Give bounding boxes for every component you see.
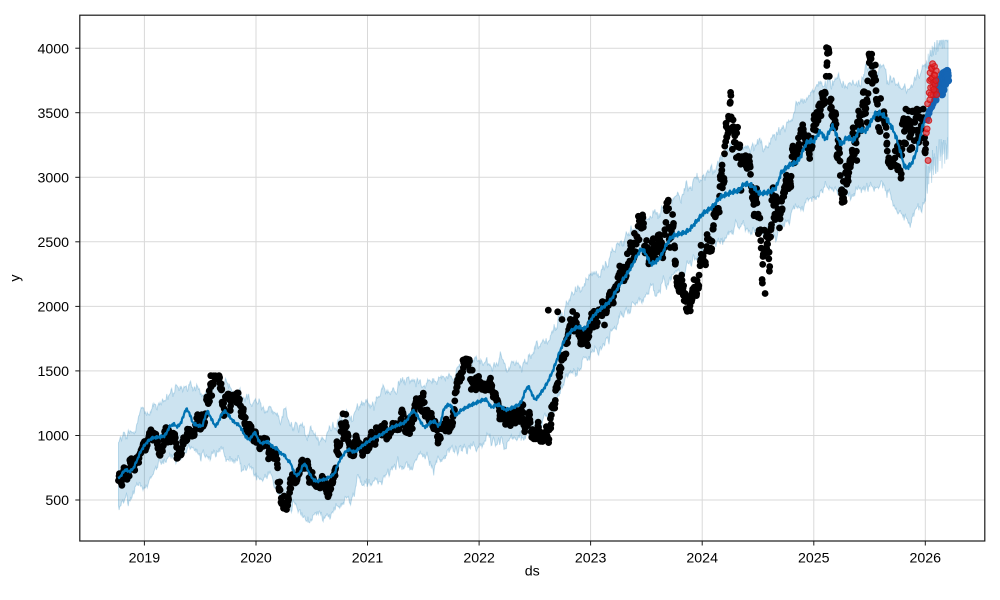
svg-text:ds: ds	[525, 564, 540, 580]
svg-text:2026: 2026	[910, 550, 942, 566]
svg-text:1000: 1000	[37, 429, 69, 445]
svg-text:2500: 2500	[37, 235, 69, 251]
svg-text:3500: 3500	[37, 106, 69, 122]
svg-text:y: y	[8, 274, 24, 282]
svg-text:2021: 2021	[352, 550, 384, 566]
svg-text:3000: 3000	[37, 170, 69, 186]
svg-text:2000: 2000	[37, 300, 69, 316]
svg-text:2019: 2019	[129, 550, 161, 566]
svg-text:500: 500	[45, 493, 69, 509]
svg-text:2022: 2022	[463, 550, 495, 566]
svg-text:2020: 2020	[240, 550, 272, 566]
svg-text:2025: 2025	[798, 550, 830, 566]
svg-text:4000: 4000	[37, 41, 69, 57]
svg-text:2024: 2024	[686, 550, 718, 566]
svg-text:2023: 2023	[575, 550, 607, 566]
svg-text:1500: 1500	[37, 364, 69, 380]
